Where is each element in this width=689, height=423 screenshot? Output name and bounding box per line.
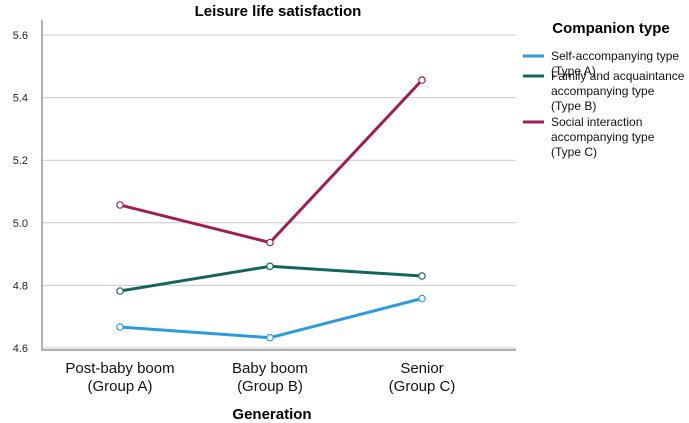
series-line-1	[119, 297, 423, 340]
y-tick-label: 4.6	[13, 343, 28, 355]
data-point	[266, 238, 274, 247]
y-tick-label: 5.6	[13, 30, 28, 42]
data-point	[116, 323, 124, 331]
y-tick-label: 4.8	[13, 280, 28, 292]
legend-label: (Type B)	[551, 99, 596, 113]
series-line-2	[119, 264, 423, 293]
chart-title: Leisure life satisfaction	[195, 3, 362, 20]
x-tick-labels: Post-baby boom(Group A) Baby boom(Group B…	[65, 360, 455, 395]
legend-label: (Type C)	[551, 145, 597, 159]
data-point	[266, 262, 274, 271]
y-tick-label: 5.4	[13, 93, 28, 105]
x-tick-label: (Group A)	[87, 378, 152, 395]
legend-label: accompanying type	[551, 84, 655, 98]
legend-label: Family and acquaintance	[551, 69, 685, 83]
legend: Companion type Self-accompanying type(Ty…	[523, 20, 685, 159]
x-tick-label: Baby boom	[232, 360, 308, 377]
y-tick-labels: 4.6 4.8 5.0 5.2 5.4 5.6	[13, 30, 28, 355]
y-tick-label: 5.2	[13, 155, 28, 167]
x-tick-label: Post-baby boom	[65, 360, 174, 377]
data-point	[266, 333, 274, 342]
x-tick-label: (Group B)	[237, 378, 303, 395]
x-axis-title: Generation	[232, 406, 311, 423]
data-point	[418, 294, 426, 303]
legend-label: Social interaction	[551, 115, 642, 129]
y-tick-label: 5.0	[13, 218, 28, 230]
legend-label: accompanying type	[551, 130, 655, 144]
series-group	[116, 76, 426, 342]
data-point	[116, 287, 124, 295]
legend-label: Self-accompanying type	[551, 49, 679, 63]
x-tick-label: (Group C)	[389, 378, 456, 395]
legend-title: Companion type	[552, 20, 670, 37]
legend-label: (Type A)	[551, 64, 596, 78]
x-tick-label: Senior	[400, 360, 443, 377]
data-point	[116, 201, 124, 209]
series-line-3	[119, 79, 424, 244]
data-point	[418, 272, 426, 280]
gridlines	[42, 34, 516, 349]
data-point	[418, 76, 426, 84]
